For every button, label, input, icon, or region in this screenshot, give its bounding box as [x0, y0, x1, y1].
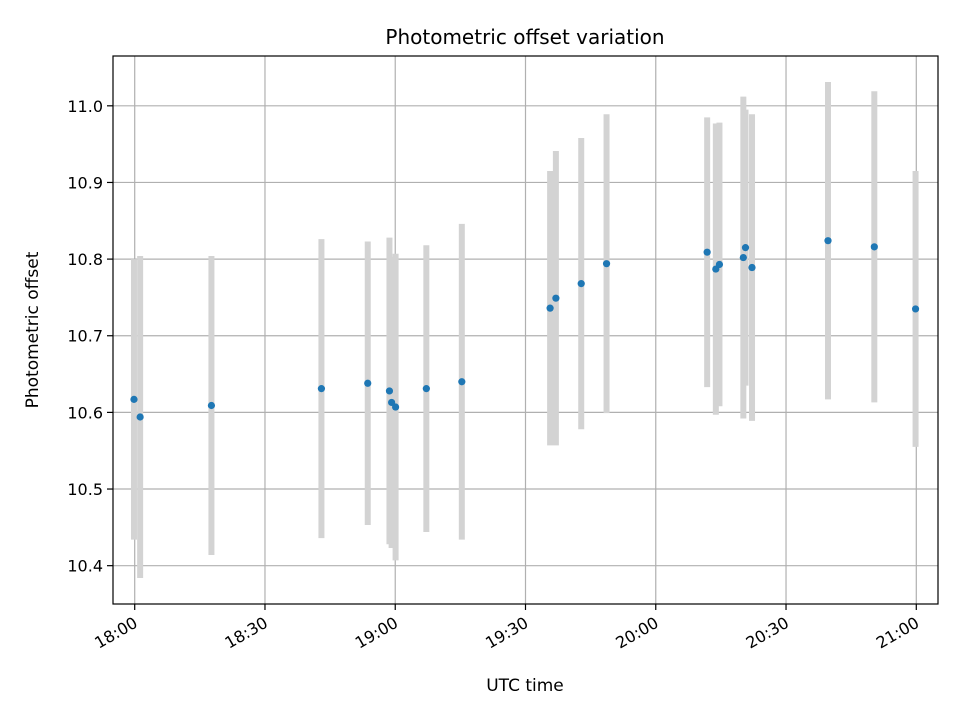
data-point — [364, 379, 372, 387]
data-point — [422, 385, 430, 393]
data-point — [748, 263, 756, 272]
data-point — [715, 260, 724, 269]
data-point — [739, 253, 747, 262]
y-axis-ticks: 10.4 10.5 10.6 10.7 10.8 10.9 11.0 — [67, 97, 113, 576]
data-point — [824, 237, 832, 245]
y-tick-label: 10.9 — [67, 173, 103, 192]
y-tick-label: 10.8 — [67, 250, 103, 269]
data-point — [870, 243, 878, 251]
data-point — [385, 387, 394, 395]
data-point — [703, 248, 711, 256]
data-point — [130, 395, 138, 403]
data-point — [458, 378, 466, 386]
data-point — [546, 304, 554, 312]
data-point — [911, 305, 920, 313]
y-tick-label: 10.6 — [67, 403, 103, 422]
grid-lines — [113, 56, 938, 604]
data-points — [130, 237, 920, 421]
y-tick-label: 10.7 — [67, 327, 103, 346]
data-point — [552, 294, 560, 302]
y-tick-label: 10.5 — [67, 480, 103, 499]
x-axis-label: UTC time — [486, 676, 564, 696]
data-point — [207, 401, 216, 410]
data-point — [391, 403, 400, 411]
chart-title: Photometric offset variation — [385, 25, 664, 49]
data-point — [317, 385, 326, 393]
data-point — [741, 244, 750, 252]
data-point — [602, 260, 611, 268]
y-tick-label: 11.0 — [67, 97, 103, 116]
y-tick-label: 10.4 — [67, 557, 103, 576]
data-point — [136, 413, 144, 421]
data-point — [577, 280, 585, 288]
y-axis-label: Photometric offset — [23, 251, 43, 408]
